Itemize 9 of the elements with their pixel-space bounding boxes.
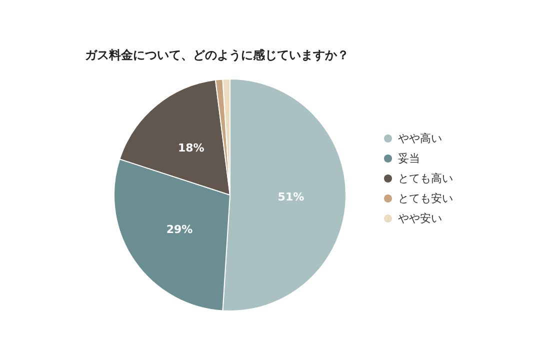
data-label: 51% [278, 190, 304, 204]
data-label: 29% [166, 222, 193, 236]
legend-label: とても安い [398, 192, 453, 205]
data-label: 18% [178, 142, 204, 154]
legend-label: やや高い [398, 132, 442, 145]
legend-label: 妥当 [398, 152, 420, 165]
chart-title: ガス料金について、どのように感じていますか？ [85, 48, 349, 62]
legend-label: とても高い [398, 172, 453, 185]
legend-label: やや安い [398, 212, 442, 225]
